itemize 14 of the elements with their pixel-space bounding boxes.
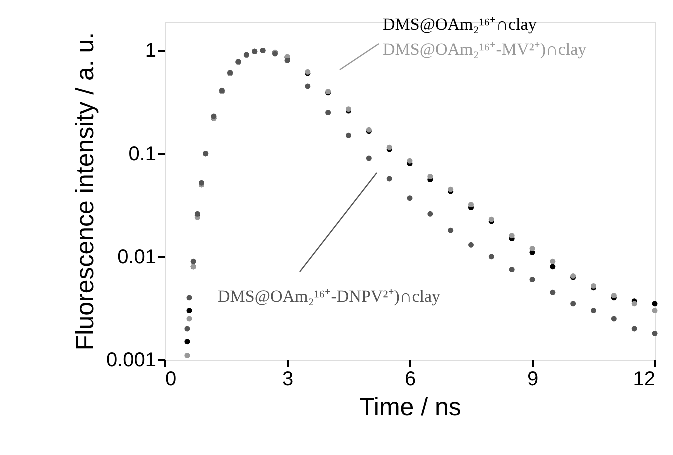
- series-label: DMS@OAm₂¹⁶⁺-DNPV²⁺)∩clay: [218, 287, 442, 306]
- x-tick-label: 3: [282, 368, 294, 390]
- x-tick-label: 9: [527, 368, 539, 390]
- text: DMS@OAm₂¹⁶⁺∩clay: [383, 15, 538, 34]
- y-axis-title: Fluorescence intensity / a. u.: [71, 32, 100, 351]
- legend-label: DMS@OAm₂¹⁶⁺-MV²⁺)∩clay: [383, 40, 588, 59]
- x-axis-title: Time / ns: [360, 394, 462, 422]
- x-tick-label: 0: [166, 368, 177, 390]
- y-tick-label: 0.001: [106, 350, 156, 372]
- x-tick-label: 6: [404, 368, 416, 390]
- y-tick-label: 0.01: [118, 246, 156, 268]
- y-tick-label: 1: [145, 40, 156, 62]
- y-tick-label: 0.1: [128, 143, 156, 166]
- x-tick-label: 12: [633, 368, 656, 390]
